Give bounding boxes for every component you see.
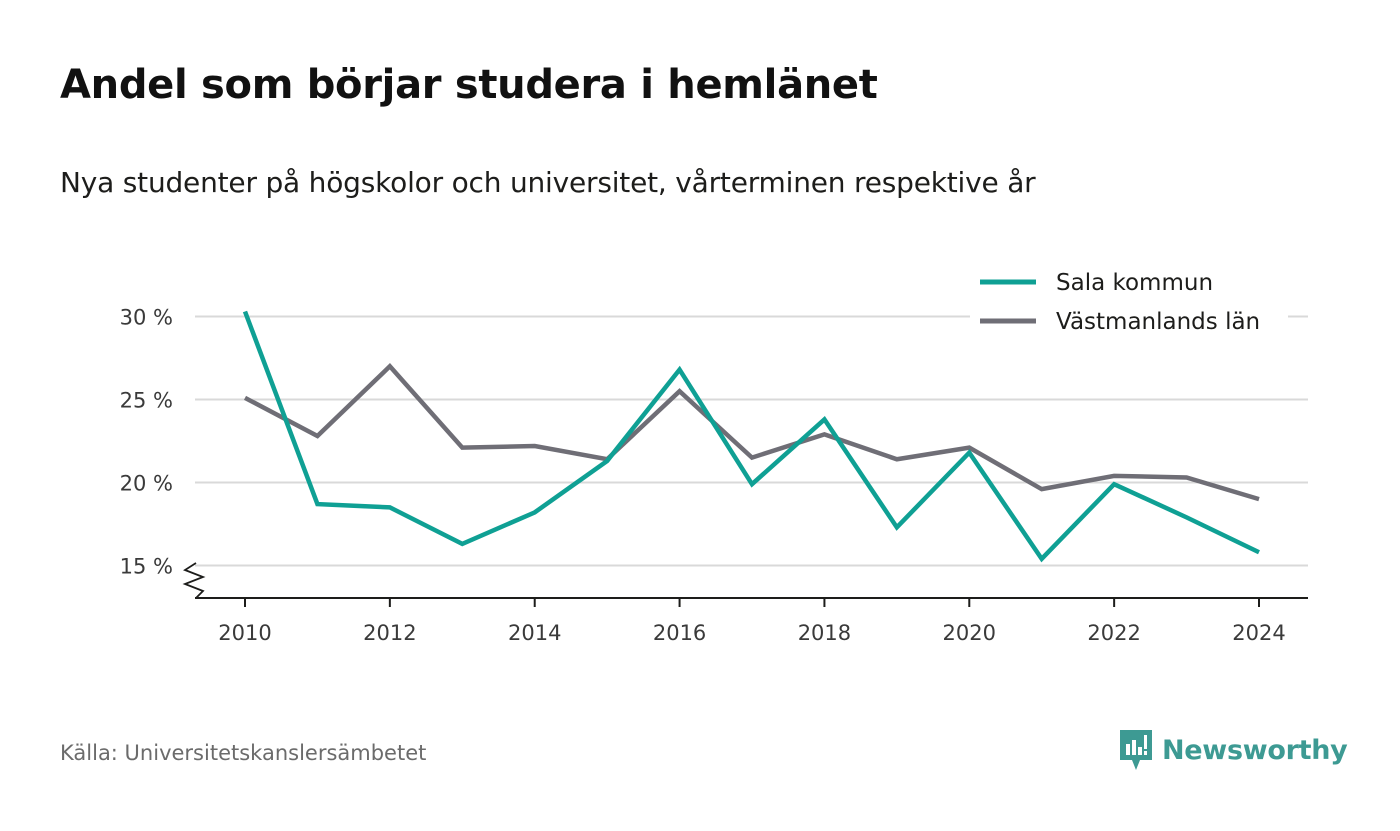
series-line	[243, 363, 1260, 502]
chart-subtitle: Nya studenter på högskolor och universit…	[60, 166, 1036, 199]
x-tick-label: 2020	[943, 621, 996, 645]
x-tick-label: 2016	[653, 621, 706, 645]
series-line	[242, 310, 1260, 563]
axis-break-icon	[182, 562, 206, 599]
y-tick-label: 15 %	[120, 555, 173, 579]
legend-label: Sala kommun	[1056, 270, 1213, 296]
axes: 15 % 20 % 25 % 30 % 2010 2012 2014 2016 2018 2020…	[120, 306, 1308, 645]
x-tick-label: 2014	[508, 621, 561, 645]
brand-name: Newsworthy	[1162, 734, 1348, 766]
newsworthy-logo-icon	[1120, 730, 1152, 770]
y-tick-label: 30 %	[120, 306, 173, 330]
legend: Sala kommun Västmanlands län	[970, 267, 1288, 336]
y-tick-label: 20 %	[120, 472, 173, 496]
source-note: Källa: Universitetskanslersämbetet	[60, 741, 427, 765]
chart-title: Andel som börjar studera i hemlänet	[60, 62, 878, 108]
gridlines	[195, 315, 1308, 567]
x-tick-label: 2012	[363, 621, 416, 645]
y-tick-label: 25 %	[120, 389, 173, 413]
legend-label: Västmanlands län	[1056, 309, 1260, 335]
x-tick-label: 2010	[218, 621, 271, 645]
brand-logo: Newsworthy	[1118, 728, 1348, 772]
x-tick-label: 2022	[1087, 621, 1140, 645]
x-tick-label: 2018	[798, 621, 851, 645]
series-lines	[242, 310, 1260, 563]
x-tick-label: 2024	[1232, 621, 1285, 645]
